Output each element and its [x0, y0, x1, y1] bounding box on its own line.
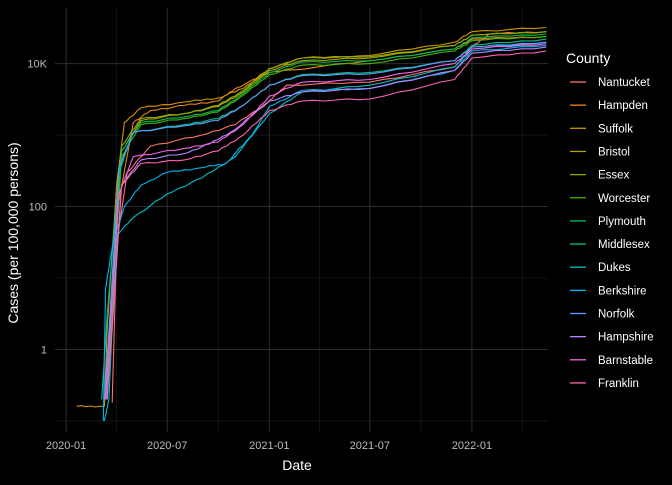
- series-line-franklin: [106, 50, 547, 400]
- x-tick-label: 2020-01: [46, 440, 86, 452]
- legend-item-bristol: Bristol: [570, 146, 630, 158]
- legend-item-essex: Essex: [570, 170, 630, 182]
- legend-label: Bristol: [598, 146, 630, 158]
- legend-item-suffolk: Suffolk: [570, 123, 633, 135]
- legend-label: Essex: [598, 170, 630, 182]
- major-gridlines: [55, 8, 548, 432]
- legend-label: Hampden: [598, 100, 648, 112]
- legend-label: Franklin: [598, 378, 639, 390]
- legend-item-worcester: Worcester: [570, 193, 650, 205]
- x-axis-label: Date: [282, 457, 312, 473]
- minor-gridlines: [55, 8, 548, 432]
- legend-item-norfolk: Norfolk: [570, 309, 635, 321]
- legend-items: Nantucket Hampden Suffolk Bristol Essex Worce…: [570, 77, 654, 390]
- legend-item-berkshire: Berkshire: [570, 285, 647, 297]
- legend-label: Plymouth: [598, 216, 646, 228]
- x-tick-label: 2021-07: [350, 440, 390, 452]
- legend-label: Dukes: [598, 262, 631, 274]
- legend-title: County: [566, 50, 610, 66]
- legend-item-middlesex: Middlesex: [570, 239, 650, 251]
- legend-item-nantucket: Nantucket: [570, 77, 651, 89]
- y-axis-label: Cases (per 100,000 persons): [5, 142, 21, 323]
- y-tick-label: 10K: [27, 59, 47, 71]
- legend-label: Nantucket: [598, 77, 651, 89]
- legend-item-franklin: Franklin: [570, 378, 639, 390]
- x-tick-label: 2022-01: [452, 440, 492, 452]
- series-line-plymouth: [105, 33, 547, 400]
- x-tick-label: 2021-01: [249, 440, 289, 452]
- series-lines: [76, 26, 547, 422]
- legend-label: Berkshire: [598, 285, 647, 297]
- series-line-barnstable: [104, 43, 547, 400]
- legend-item-dukes: Dukes: [570, 262, 631, 274]
- legend-item-hampden: Hampden: [570, 100, 648, 112]
- y-tick-label: 100: [29, 202, 47, 214]
- series-line-norfolk: [103, 41, 547, 400]
- legend-label: Hampshire: [598, 332, 654, 344]
- x-axis-tick-labels: 2020-01 2020-07 2021-01 2021-07 2022-01: [46, 440, 492, 452]
- legend-label: Norfolk: [598, 309, 635, 321]
- legend-label: Barnstable: [598, 355, 653, 367]
- y-tick-label: 1: [41, 344, 47, 356]
- legend-label: Suffolk: [598, 123, 633, 135]
- series-line-essex: [104, 31, 547, 400]
- legend-item-hampshire: Hampshire: [570, 332, 654, 344]
- legend-item-plymouth: Plymouth: [570, 216, 646, 228]
- y-axis-tick-labels: 1 100 10K: [27, 59, 47, 357]
- legend-label: Worcester: [598, 193, 650, 205]
- legend: County Nantucket Hampden Suffolk Bristol Ess…: [566, 50, 654, 390]
- legend-label: Middlesex: [598, 239, 650, 251]
- x-tick-label: 2020-07: [147, 440, 187, 452]
- legend-item-barnstable: Barnstable: [570, 355, 653, 367]
